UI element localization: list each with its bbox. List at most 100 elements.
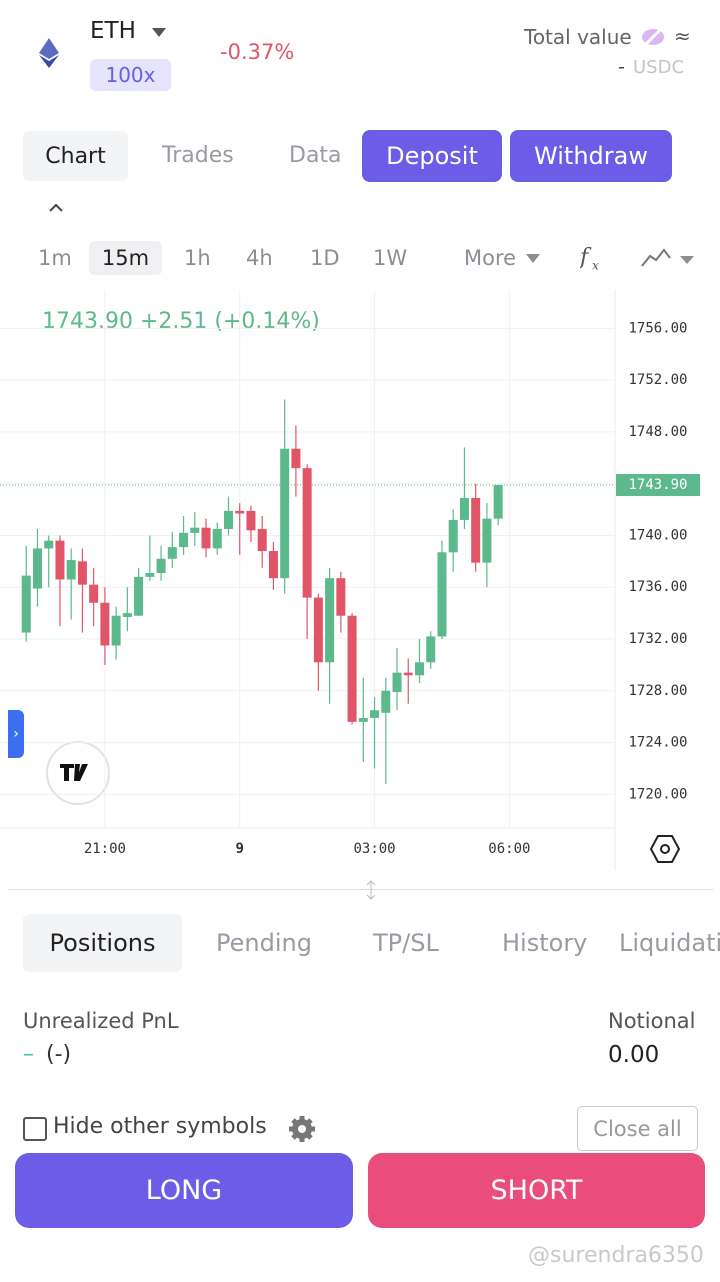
tab[interactable]: Data — [289, 143, 342, 168]
x-tick-label: 21:00 — [84, 841, 126, 857]
settings-icon[interactable] — [289, 1116, 315, 1142]
candle-body — [257, 528, 267, 551]
close-all-button[interactable]: Close all — [577, 1106, 698, 1151]
tab-active[interactable]: Chart — [23, 131, 128, 181]
candle-body — [21, 575, 31, 633]
pnl-label: Unrealized PnL — [23, 1009, 179, 1033]
y-tick-label: 1740.00 — [628, 527, 687, 543]
position-tab[interactable]: History — [502, 929, 588, 957]
timeframe-active[interactable]: 15m — [89, 241, 162, 275]
timeframe[interactable]: 4h — [246, 246, 273, 270]
candle-body — [212, 528, 222, 549]
candle-body — [100, 602, 110, 646]
currency: USDC — [633, 57, 685, 78]
y-tick-label: 1720.00 — [628, 786, 687, 802]
approx-sign: ≈ — [674, 24, 691, 48]
y-tick-label: 1728.00 — [628, 683, 687, 699]
candle-body — [77, 561, 87, 585]
dropdown-arrow[interactable] — [152, 28, 166, 38]
position-tab[interactable]: Pending — [216, 929, 312, 957]
divider — [8, 889, 713, 890]
candle-body — [122, 613, 132, 618]
candle-body — [134, 576, 144, 616]
candle-body — [291, 448, 301, 469]
y-tick-label: 1752.00 — [628, 372, 687, 388]
candle-body — [167, 547, 177, 559]
more-menu[interactable]: More — [464, 246, 517, 270]
position-tab-active[interactable]: Positions — [23, 914, 182, 972]
candle-body — [246, 510, 256, 531]
y-tick-label: 1748.00 — [628, 424, 687, 440]
y-tick-label: 1732.00 — [628, 631, 687, 647]
deposit-button[interactable]: Deposit — [362, 130, 502, 182]
candle-body — [313, 597, 323, 663]
chart-style-icon[interactable] — [640, 246, 694, 270]
tab[interactable]: Trades — [162, 143, 234, 168]
candle-body — [89, 584, 99, 603]
x-tick-label: 9 — [236, 841, 244, 857]
y-tick-label: 1724.00 — [628, 735, 687, 751]
candle-body — [336, 578, 346, 616]
eth-icon — [39, 38, 59, 68]
candle-body — [145, 573, 155, 577]
candle-body — [381, 690, 391, 713]
checkbox[interactable] — [23, 1117, 47, 1141]
candle-body — [325, 578, 335, 663]
candle-body — [179, 532, 189, 548]
pnl-percent: (-) — [46, 1042, 72, 1067]
position-tab[interactable]: TP/SL — [373, 929, 439, 957]
candle-body — [370, 710, 380, 718]
candle-body — [44, 540, 54, 549]
candle-body — [358, 717, 368, 722]
candle-body — [223, 510, 233, 529]
position-tab[interactable]: Liquidation — [619, 929, 720, 957]
candle-body — [392, 672, 402, 693]
collapse-icon[interactable] — [48, 203, 64, 213]
candle-body — [471, 497, 481, 563]
candle-body — [414, 662, 424, 676]
dropdown-arrow[interactable] — [526, 254, 540, 263]
timeframe[interactable]: 1D — [310, 246, 340, 270]
long-button[interactable]: LONG — [15, 1153, 353, 1228]
candle-body — [437, 552, 447, 637]
symbol[interactable]: ETH — [90, 18, 136, 44]
candle-body — [235, 510, 245, 514]
short-button[interactable]: SHORT — [368, 1153, 705, 1228]
x-tick-label: 03:00 — [353, 841, 395, 857]
resize-handle[interactable] — [365, 880, 377, 900]
hide-icon[interactable] — [640, 26, 666, 48]
last-price-tag — [616, 473, 700, 496]
timeframe[interactable]: 1m — [38, 246, 72, 270]
x-tick-label: 06:00 — [488, 841, 530, 857]
candle-body — [156, 558, 166, 574]
candle-body — [459, 497, 469, 520]
candle-body — [482, 518, 492, 563]
leverage-badge[interactable]: 100x — [90, 59, 171, 91]
candle-body — [280, 448, 290, 579]
candle-body — [66, 560, 76, 580]
last-price-label: 1743.90 — [628, 477, 687, 493]
candle-body — [302, 468, 312, 598]
total-value: - — [618, 56, 625, 78]
candle-body — [403, 672, 413, 676]
candle-body — [493, 484, 503, 519]
candlestick-chart: 1743.90 +2.51 (+0.14%) 1720.00 1724.00 172… — [0, 290, 700, 870]
notional-label: Notional — [608, 1009, 696, 1033]
price-change: -0.37% — [220, 40, 295, 64]
settings-hex[interactable] — [649, 835, 681, 863]
timeframe[interactable]: 1h — [184, 246, 211, 270]
price-summary: 1743.90 +2.51 (+0.14%) — [42, 309, 320, 334]
hide-symbols-label[interactable]: Hide other symbols — [53, 1114, 267, 1139]
candle-body — [426, 636, 436, 663]
svg-text:x: x — [592, 259, 599, 273]
candle-body — [268, 550, 278, 579]
withdraw-button[interactable]: Withdraw — [510, 130, 672, 182]
candle-body — [201, 527, 211, 549]
notional-value: 0.00 — [608, 1042, 660, 1068]
candle-body — [347, 615, 357, 722]
total-value-label: Total value — [524, 25, 632, 49]
timeframe[interactable]: 1W — [373, 246, 408, 270]
side-toggle[interactable]: › — [8, 710, 24, 758]
